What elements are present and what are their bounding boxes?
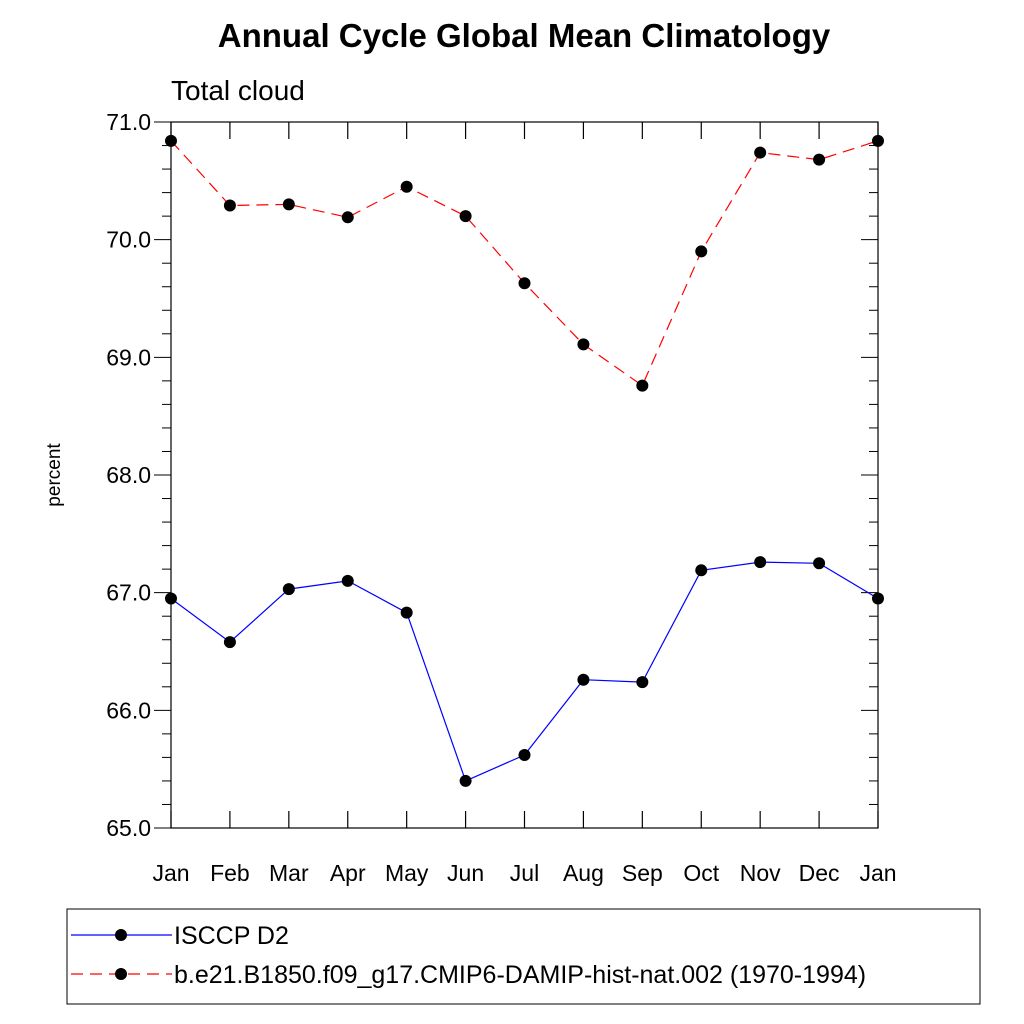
legend-label: ISCCP D2 [174, 922, 289, 950]
series-layer [165, 134, 884, 787]
data-point [341, 574, 354, 587]
data-point [813, 153, 826, 166]
x-tick-label: Feb [210, 860, 250, 886]
data-point [813, 557, 826, 570]
x-tick-label: May [385, 860, 429, 886]
y-tick-label: 68.0 [106, 462, 151, 488]
data-point [577, 338, 590, 351]
data-point [577, 673, 590, 686]
x-tick-label: Mar [269, 860, 309, 886]
x-tick-label: Dec [799, 860, 840, 886]
y-tick-label: 66.0 [106, 697, 151, 723]
series-line [170, 140, 879, 387]
data-point [459, 774, 472, 787]
y-tick-label: 71.0 [106, 109, 151, 135]
y-tick-label: 69.0 [106, 344, 151, 370]
data-point [636, 676, 649, 689]
x-tick-label: Jun [447, 860, 484, 886]
x-tick-label: Jan [859, 860, 896, 886]
data-point [165, 592, 177, 605]
data-point [400, 606, 413, 619]
y-tick-label: 70.0 [106, 227, 151, 253]
x-tick-label: Nov [740, 860, 781, 886]
data-point [695, 564, 708, 577]
legend-label: b.e21.B1850.f09_g17.CMIP6-DAMIP-hist-nat… [174, 961, 866, 989]
data-point [518, 277, 531, 290]
x-tick-label: Aug [563, 860, 604, 886]
axis-ticks [154, 121, 879, 829]
legend-marker [115, 968, 127, 980]
plot-frame [170, 121, 879, 829]
data-point [754, 146, 767, 159]
data-point [165, 134, 177, 147]
data-point [459, 210, 472, 223]
legend-marker [115, 929, 127, 941]
x-tick-label: Oct [683, 860, 719, 886]
y-tick-label: 65.0 [106, 815, 151, 841]
data-point [695, 245, 708, 258]
x-tick-label: Jul [510, 860, 539, 886]
y-tick-label: 67.0 [106, 580, 151, 606]
x-tick-label: Apr [330, 860, 366, 886]
chart-title: Annual Cycle Global Mean Climatology [218, 17, 831, 54]
y-axis-label: percent [44, 443, 65, 507]
data-point [400, 180, 413, 193]
legend: ISCCP D2 b.e21.B1850.f09_g17.CMIP6-DAMIP-… [71, 922, 866, 989]
chart-subtitle: Total cloud [171, 75, 305, 106]
data-point [636, 379, 649, 392]
x-tick-label: Sep [622, 860, 663, 886]
y-tick-labels: 65.0 66.0 67.0 68.0 69.0 70.0 71.0 [106, 109, 151, 841]
x-tick-label: Jan [152, 860, 189, 886]
data-point [341, 211, 354, 224]
data-point [223, 199, 236, 212]
legend-box [66, 908, 981, 1005]
data-point [754, 556, 767, 569]
data-point [872, 592, 884, 605]
x-tick-labels: Jan Feb Mar Apr May Jun Jul Aug Sep Oct Nov Dec Jan [152, 860, 896, 886]
data-point [282, 198, 295, 211]
data-point [872, 134, 884, 147]
series-line [170, 561, 879, 782]
data-point [282, 583, 295, 596]
data-point [518, 749, 531, 762]
data-point [223, 636, 236, 649]
